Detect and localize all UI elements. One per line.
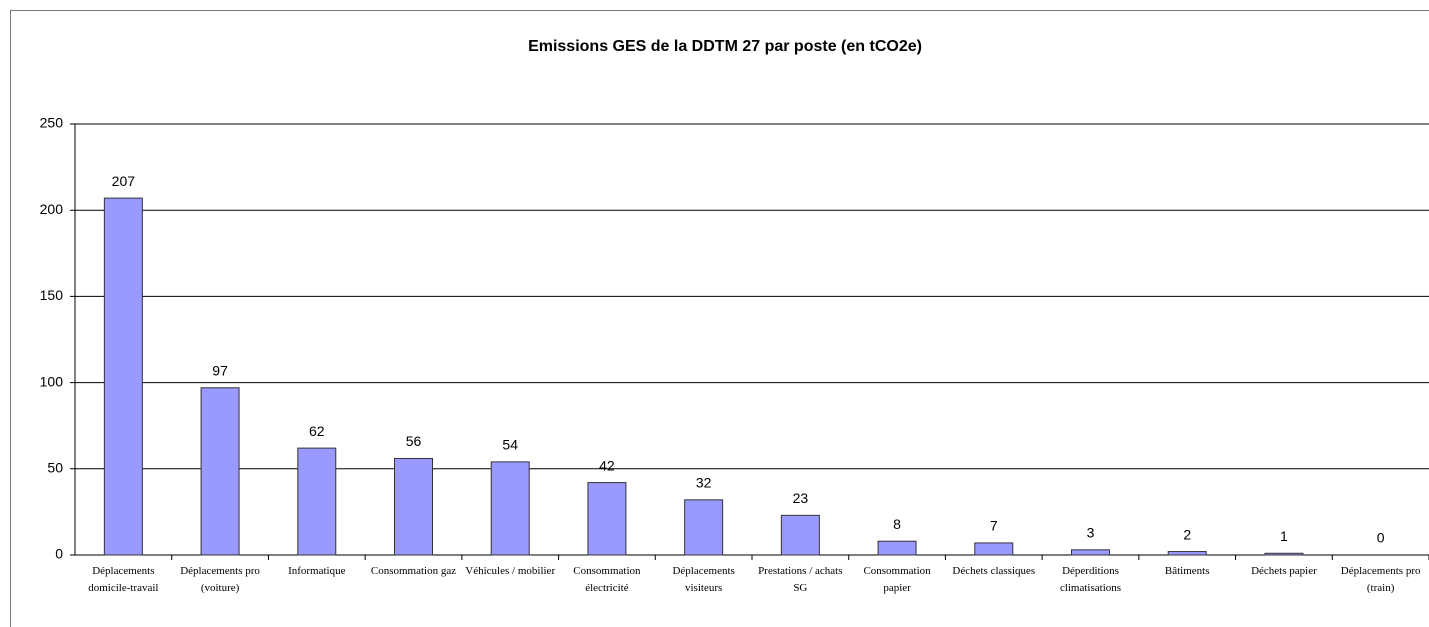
x-tick-label: Déchets classiques: [952, 565, 1036, 577]
y-tick-label: 250: [40, 115, 64, 131]
data-label: 54: [502, 437, 518, 453]
bar: [684, 499, 724, 556]
y-tick-label: 50: [47, 460, 63, 476]
y-tick-label: 200: [40, 201, 64, 217]
data-label: 62: [309, 423, 325, 439]
x-tick-label: Déplacements pro (train): [1340, 565, 1421, 594]
x-tick-label: Déplacements pro (voiture): [180, 565, 260, 594]
bar: [587, 482, 627, 556]
data-label: 8: [893, 516, 901, 532]
bar: [877, 540, 917, 556]
x-tick-label: Déplacements visiteurs: [672, 565, 735, 594]
x-tick-label: Véhicules / mobilier: [465, 565, 556, 577]
bar: [297, 447, 337, 556]
data-label: 32: [696, 475, 712, 491]
data-label: 2: [1183, 526, 1191, 542]
data-label: 23: [793, 490, 809, 506]
data-label: 207: [112, 173, 136, 189]
x-tick-label: Bâtiments: [1164, 565, 1210, 577]
data-label: 3: [1087, 525, 1095, 541]
x-tick-label: Informatique: [288, 565, 346, 577]
bar: [490, 461, 530, 556]
bar: [1264, 552, 1304, 556]
x-tick-label: Prestations / achats SG: [758, 565, 843, 594]
data-label: 97: [212, 362, 228, 378]
data-label: 1: [1280, 528, 1288, 544]
x-tick-label: Consommation gaz: [370, 565, 457, 577]
data-label: 7: [990, 518, 998, 534]
bar: [974, 542, 1014, 556]
x-tick-label: Consommation électricité: [573, 565, 641, 594]
bar: [103, 197, 143, 556]
chart-title: Emissions GES de la DDTM 27 par poste (e…: [528, 38, 922, 55]
x-tick-label: Déchets papier: [1251, 565, 1317, 577]
bar: [780, 514, 820, 556]
data-label: 42: [599, 457, 615, 473]
bar: [1167, 551, 1207, 556]
x-tick-label: Déplacements domicile-travail: [88, 565, 159, 594]
y-tick-label: 0: [55, 546, 63, 562]
x-tick-label: Consommation papier: [863, 565, 931, 594]
bar: [200, 387, 240, 556]
y-tick-label: 100: [40, 373, 64, 389]
data-label: 56: [406, 433, 422, 449]
y-tick-label: 150: [40, 287, 64, 303]
bar: [1071, 549, 1110, 556]
x-tick-label: Déperditions climatisations: [1059, 565, 1122, 594]
data-label: 0: [1377, 530, 1385, 546]
bar: [394, 457, 433, 556]
